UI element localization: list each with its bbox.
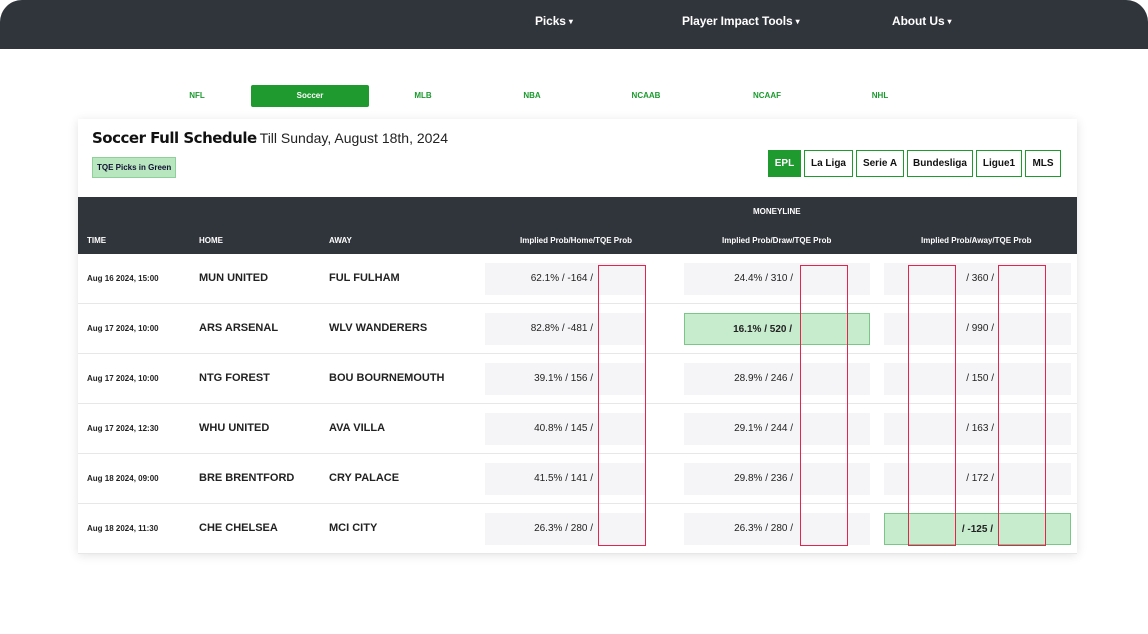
top-nav-bar: Picks ▾ Player Impact Tools ▾ About Us ▾ (0, 0, 1148, 49)
match-time: Aug 17 2024, 12:30 (87, 424, 159, 433)
table-header: MONEYLINE TIME HOME AWAY Implied Prob/Ho… (78, 197, 1077, 254)
match-time: Aug 17 2024, 10:00 (87, 374, 159, 383)
col-home[interactable]: HOME (199, 236, 223, 245)
home-odds-cell[interactable]: 62.1% / -164 / (485, 263, 645, 295)
nav-picks-label: Picks (535, 14, 566, 28)
draw-odds-text: 26.3% / 280 / (734, 523, 793, 534)
nav-about-us-label: About Us (892, 14, 945, 28)
match-time: Aug 18 2024, 11:30 (87, 524, 159, 533)
away-odds-cell[interactable]: / 163 / (884, 413, 1071, 445)
away-odds-text: / 172 / (966, 473, 994, 484)
tab-nba[interactable]: NBA (523, 91, 541, 100)
draw-odds-text: 29.8% / 236 / (734, 473, 793, 484)
draw-odds-cell[interactable]: 24.4% / 310 / (684, 263, 870, 295)
draw-odds-cell[interactable]: 26.3% / 280 / (684, 513, 870, 545)
draw-odds-cell[interactable]: 29.1% / 244 / (684, 413, 870, 445)
away-team: BOU BOURNEMOUTH (329, 372, 445, 384)
away-team: CRY PALACE (329, 472, 400, 484)
draw-odds-cell[interactable]: 28.9% / 246 / (684, 363, 870, 395)
away-team: AVA VILLA (329, 422, 386, 434)
away-odds-cell[interactable]: / 150 / (884, 363, 1071, 395)
home-odds-text: 62.1% / -164 / (530, 273, 593, 284)
table-row: Aug 18 2024, 11:30 CHE CHELSEA MCI CITY 26.… (78, 504, 1077, 554)
tab-nhl[interactable]: NHL (871, 91, 889, 100)
match-time: Aug 17 2024, 10:00 (87, 324, 159, 333)
col-time[interactable]: TIME (87, 236, 107, 245)
schedule-title: Soccer Full Schedule (92, 129, 257, 147)
col-away-prob[interactable]: Implied Prob/Away/TQE Prob (921, 236, 1032, 245)
col-draw-prob[interactable]: Implied Prob/Draw/TQE Prob (722, 236, 832, 245)
col-away[interactable]: AWAY (329, 236, 352, 245)
nav-player-impact-tools[interactable]: Player Impact Tools ▾ (682, 14, 800, 28)
sport-tabs: NFL Soccer MLB NBA NCAAB NCAAF NHL (0, 85, 1148, 107)
table-row: Aug 18 2024, 09:00 BRE BRENTFORD CRY PALAC… (78, 454, 1077, 504)
league-mls-button[interactable]: MLS (1025, 150, 1061, 177)
league-seriea-button[interactable]: Serie A (856, 150, 904, 177)
away-odds-cell[interactable]: / 990 / (884, 313, 1071, 345)
home-odds-cell[interactable]: 82.8% / -481 / (485, 313, 645, 345)
home-odds-text: 41.5% / 141 / (534, 473, 593, 484)
nav-player-impact-tools-label: Player Impact Tools (682, 14, 793, 28)
home-odds-cell[interactable]: 41.5% / 141 / (485, 463, 645, 495)
league-bundesliga-button[interactable]: Bundesliga (907, 150, 973, 177)
table-row: Aug 16 2024, 15:00 MUN UNITED FUL FULHAM 62… (78, 254, 1077, 304)
home-odds-cell[interactable]: 39.1% / 156 / (485, 363, 645, 395)
home-odds-cell[interactable]: 26.3% / 280 / (485, 513, 645, 545)
home-team: BRE BRENTFORD (199, 472, 295, 484)
away-team: FUL FULHAM (329, 272, 400, 284)
draw-odds-text: 28.9% / 246 / (734, 373, 793, 384)
tab-mlb[interactable]: MLB (414, 91, 432, 100)
away-odds-text: / -125 / (961, 524, 993, 535)
league-ligue1-button[interactable]: Ligue1 (976, 150, 1022, 177)
draw-odds-text: 29.1% / 244 / (734, 423, 793, 434)
match-time: Aug 18 2024, 09:00 (87, 474, 159, 483)
away-odds-text: / 990 / (966, 323, 994, 334)
nav-about-us[interactable]: About Us ▾ (892, 14, 952, 28)
home-odds-text: 40.8% / 145 / (534, 423, 593, 434)
away-odds-text: / 150 / (966, 373, 994, 384)
away-odds-cell[interactable]: / 172 / (884, 463, 1071, 495)
league-laliga-button[interactable]: La Liga (804, 150, 853, 177)
home-odds-text: 26.3% / 280 / (534, 523, 593, 534)
draw-odds-cell[interactable]: 16.1% / 520 / (684, 313, 870, 345)
draw-odds-text: 24.4% / 310 / (734, 273, 793, 284)
home-team: MUN UNITED (199, 272, 269, 284)
away-team: MCI CITY (329, 522, 378, 534)
away-odds-cell[interactable]: / -125 / (884, 513, 1071, 545)
away-odds-text: / 163 / (966, 423, 994, 434)
home-team: ARS ARSENAL (199, 322, 279, 334)
home-team: NTG FOREST (199, 372, 270, 384)
tab-ncaab[interactable]: NCAAB (631, 91, 661, 100)
draw-odds-cell[interactable]: 29.8% / 236 / (684, 463, 870, 495)
match-time: Aug 16 2024, 15:00 (87, 274, 159, 283)
league-filter: EPL La Liga Serie A Bundesliga Ligue1 ML… (768, 150, 1061, 177)
tab-ncaaf[interactable]: NCAAF (753, 91, 781, 100)
nav-picks[interactable]: Picks ▾ (535, 14, 573, 28)
tqe-legend-badge: TQE Picks in Green (92, 157, 177, 178)
tab-nfl[interactable]: NFL (189, 91, 205, 100)
table-row: Aug 17 2024, 10:00 NTG FOREST BOU BOURNEMO… (78, 354, 1077, 404)
away-odds-text: / 360 / (966, 273, 994, 284)
col-home-prob[interactable]: Implied Prob/Home/TQE Prob (520, 236, 633, 245)
home-odds-cell[interactable]: 40.8% / 145 / (485, 413, 645, 445)
chevron-down-icon: ▾ (947, 17, 952, 26)
chevron-down-icon: ▾ (795, 17, 800, 26)
home-team: CHE CHELSEA (199, 522, 278, 534)
moneyline-group-header: MONEYLINE (753, 207, 801, 216)
home-odds-text: 82.8% / -481 / (530, 323, 593, 334)
table-row: Aug 17 2024, 10:00 ARS ARSENAL WLV WANDERE… (78, 304, 1077, 354)
schedule-card: Soccer Full Schedule Till Sunday, August … (78, 119, 1077, 554)
away-team: WLV WANDERERS (329, 322, 428, 334)
chevron-down-icon: ▾ (568, 17, 573, 26)
tab-soccer[interactable]: Soccer (251, 85, 369, 107)
home-odds-text: 39.1% / 156 / (534, 373, 593, 384)
draw-odds-text: 16.1% / 520 / (733, 324, 792, 335)
page-title: Soccer Full Schedule Till Sunday, August … (92, 129, 448, 148)
home-team: WHU UNITED (199, 422, 270, 434)
table-row: Aug 17 2024, 12:30 WHU UNITED AVA VILLA 40.… (78, 404, 1077, 454)
schedule-subtitle: Till Sunday, August 18th, 2024 (259, 130, 449, 146)
league-epl-button[interactable]: EPL (768, 150, 801, 177)
away-odds-cell[interactable]: / 360 / (884, 263, 1071, 295)
